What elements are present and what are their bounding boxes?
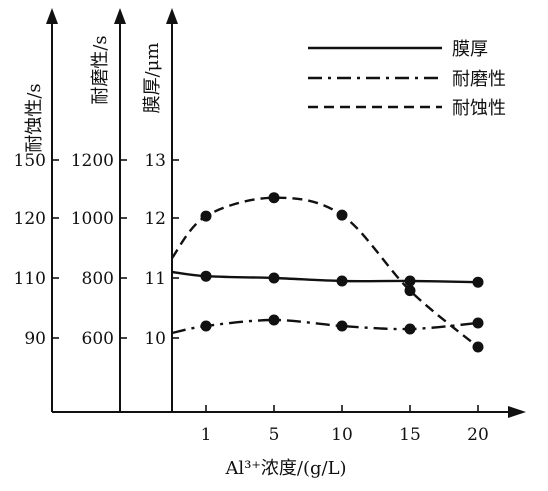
point-corrosion-1 (268, 192, 280, 204)
point-corrosion-3 (404, 285, 416, 297)
point-thickness-2 (336, 275, 348, 287)
x-axis-title: Al³⁺浓度/(g/L) (224, 458, 346, 479)
tick-label-thickness-1: 11 (144, 269, 166, 289)
ticks-thickness: 10 11 12 13 (144, 151, 179, 349)
tick-label-corrosion-3: 150 (14, 151, 46, 171)
series-layer (171, 192, 484, 353)
tick-label-x-3: 15 (399, 425, 421, 445)
tick-label-wear-0: 600 (82, 329, 114, 349)
tick-label-x-1: 5 (269, 425, 280, 445)
tick-label-corrosion-0: 90 (24, 329, 46, 349)
point-wear-1 (268, 314, 280, 326)
tick-label-x-0: 1 (201, 425, 212, 445)
point-wear-3 (404, 323, 416, 335)
ticks-corrosion: 90 110 120 150 (14, 151, 59, 349)
point-corrosion-4 (472, 341, 484, 353)
point-thickness-3 (404, 275, 416, 287)
point-corrosion-2 (336, 209, 348, 221)
tick-label-thickness-2: 12 (144, 209, 166, 229)
point-wear-2 (336, 320, 348, 332)
tick-label-x-4: 20 (467, 425, 489, 445)
ticks-x: 1 5 10 15 20 (201, 405, 489, 445)
tick-label-corrosion-2: 120 (14, 209, 46, 229)
point-thickness-4 (472, 276, 484, 288)
axis-x-arrow (508, 406, 526, 418)
legend-label-thickness: 膜厚 (452, 39, 488, 60)
legend-label-wear: 耐磨性 (452, 69, 506, 90)
tick-label-corrosion-1: 110 (14, 269, 46, 289)
series-line-thickness (171, 270, 479, 284)
point-wear-4 (472, 317, 484, 329)
point-thickness-1 (268, 272, 280, 284)
point-wear-0 (200, 320, 212, 332)
axis-title-thickness: 膜厚/μm (142, 43, 163, 114)
legend-label-corrosion: 耐蚀性 (452, 98, 506, 119)
series-line-wear (171, 318, 479, 335)
tick-label-thickness-0: 10 (144, 329, 166, 349)
ticks-wear: 600 800 1000 1200 (71, 151, 127, 349)
tick-label-x-2: 10 (331, 425, 353, 445)
axis-title-wear: 耐磨性/s (90, 35, 111, 104)
tick-label-wear-3: 1200 (71, 151, 114, 171)
tick-label-thickness-3: 13 (144, 151, 166, 171)
tick-label-wear-2: 1000 (71, 209, 114, 229)
axis-wear-arrow (114, 8, 126, 24)
axis-title-corrosion: 耐蚀性/s (24, 83, 45, 152)
axis-thickness-arrow (166, 8, 178, 24)
tick-label-wear-1: 800 (82, 269, 114, 289)
legend: 膜厚 耐磨性 耐蚀性 (308, 39, 506, 119)
point-thickness-0 (200, 270, 212, 282)
axis-corrosion-arrow (46, 8, 58, 24)
point-corrosion-0 (200, 210, 212, 222)
